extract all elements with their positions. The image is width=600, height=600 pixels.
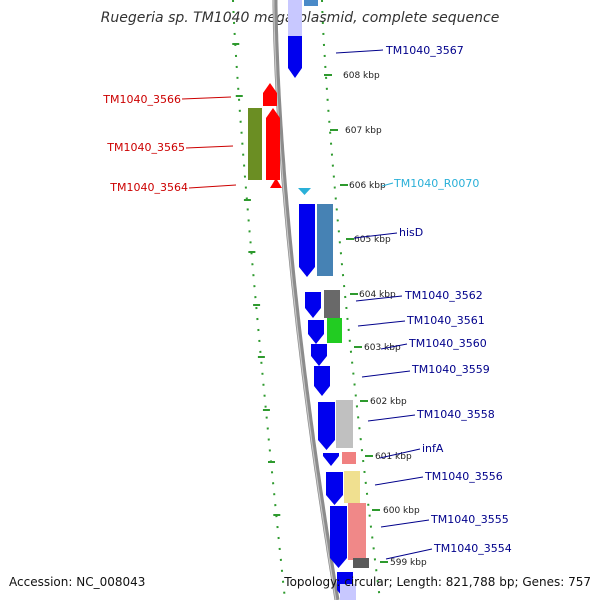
feature-label-right-8: infA <box>422 442 444 455</box>
dotted-rulers <box>232 0 381 600</box>
right-leader-11 <box>385 548 433 560</box>
sequence-backbone <box>272 0 340 600</box>
feature-label-left-2: TM1040_3564 <box>109 181 188 194</box>
gene-3565-outer <box>248 108 262 180</box>
gene-3564-cds <box>270 178 282 188</box>
tick-label-1: 607 kbp <box>345 126 382 136</box>
gene-3555-outer <box>348 503 366 560</box>
gene-3561-outer <box>327 318 342 343</box>
left-leader-0 <box>181 96 232 100</box>
right-leader-1 <box>381 182 394 187</box>
gene-3556-outer <box>344 471 360 503</box>
feature-label-right-11: TM1040_3554 <box>433 542 512 555</box>
right-leader-6 <box>361 370 411 378</box>
right-leader-0 <box>335 49 384 54</box>
feature-label-right-3: TM1040_3562 <box>404 289 483 302</box>
right-leader-3 <box>355 295 403 302</box>
gene-3559-cds <box>314 366 330 396</box>
rna-r0070-marker <box>298 188 311 195</box>
gene-3554-outer <box>353 558 369 568</box>
feature-label-left-1: TM1040_3565 <box>106 141 185 154</box>
left-leader-1 <box>185 145 234 149</box>
feature-label-right-2: hisD <box>399 226 423 239</box>
gene-3558-cds <box>318 402 335 450</box>
right-leader-2 <box>353 232 398 239</box>
outer-ruler <box>321 0 381 600</box>
gene-3562-outer <box>324 290 340 318</box>
gene-3555-cds <box>330 506 347 568</box>
accession-text: Accession: NC_008043 <box>9 575 146 589</box>
tick-label-9: 599 kbp <box>390 558 427 568</box>
feature-label-right-10: TM1040_3555 <box>430 513 509 526</box>
feature-label-right-1: TM1040_R0070 <box>393 177 479 190</box>
gene-bottom-shade <box>340 584 356 600</box>
topology-summary: Topology: circular; Length: 821,788 bp; … <box>284 575 591 589</box>
gene-3556-cds <box>326 472 343 505</box>
right-leader-7 <box>367 414 416 422</box>
feature-label-right-4: TM1040_3561 <box>406 314 485 327</box>
gene-features <box>248 0 369 600</box>
tick-label-7: 601 kbp <box>375 452 412 462</box>
tick-label-5: 603 kbp <box>364 343 401 353</box>
right-leader-10 <box>380 519 430 528</box>
right-leader-8 <box>379 448 421 459</box>
gene-3561-cds <box>308 320 324 344</box>
gene-infA-outer <box>342 452 356 464</box>
feature-label-right-5: TM1040_3560 <box>408 337 487 350</box>
backbone-highlight <box>273 0 337 600</box>
gene-infA-cds <box>323 453 339 466</box>
tick-label-3: 605 kbp <box>354 235 391 245</box>
tick-label-6: 602 kbp <box>370 397 407 407</box>
tick-label-4: 604 kbp <box>359 290 396 300</box>
gene-3565-cds <box>266 108 280 180</box>
gene-hisD-outer <box>317 204 333 276</box>
tick-label-0: 608 kbp <box>343 71 380 81</box>
gene-hisD-cds <box>299 204 315 277</box>
gene-3560-cds <box>311 344 327 366</box>
feature-label-left-0: TM1040_3566 <box>102 93 181 106</box>
right-leader-5 <box>380 343 408 350</box>
gene-labels: TM1040_3566 TM1040_3565 TM1040_3564 TM1040_… <box>102 44 512 560</box>
tick-label-8: 600 kbp <box>383 506 420 516</box>
feature-label-right-6: TM1040_3559 <box>411 363 490 376</box>
right-leader-4 <box>357 320 406 327</box>
feature-label-right-7: TM1040_3558 <box>416 408 495 421</box>
gene-3558-outer <box>336 400 353 448</box>
backbone-line <box>272 0 340 600</box>
left-leader-2 <box>188 184 237 189</box>
gene-3566-cds <box>263 83 277 106</box>
feature-label-right-9: TM1040_3556 <box>424 470 503 483</box>
gene-top-outer <box>304 0 318 6</box>
feature-label-right-0: TM1040_3567 <box>385 44 464 57</box>
gene-3562-cds <box>305 292 321 318</box>
gene-3567-shade <box>288 0 302 36</box>
right-leader-9 <box>374 476 424 486</box>
tick-label-2: 606 kbp <box>349 181 386 191</box>
inner-ruler <box>232 0 286 600</box>
kbp-ticks: 608 kbp 607 kbp 606 kbp 605 kbp 604 kbp 603 k… <box>324 71 427 568</box>
